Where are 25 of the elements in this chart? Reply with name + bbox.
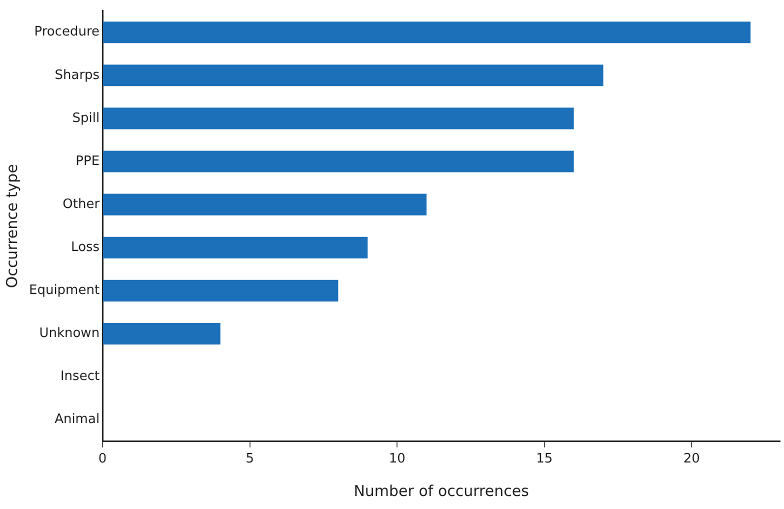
x-tick-label: 10 bbox=[388, 452, 406, 467]
bar bbox=[103, 150, 574, 172]
bar bbox=[103, 236, 368, 258]
y-axis-title: Occurrence type bbox=[2, 164, 21, 288]
x-tick-label: 20 bbox=[683, 452, 700, 467]
y-tick-label: Loss bbox=[71, 240, 100, 256]
bar bbox=[103, 280, 338, 302]
x-tick-label: 15 bbox=[536, 452, 553, 467]
bar bbox=[103, 322, 220, 345]
bar bbox=[103, 194, 427, 216]
x-axis-title: Number of occurrences bbox=[354, 482, 530, 500]
bar bbox=[103, 22, 751, 44]
y-tick-label: Equipment bbox=[28, 283, 100, 298]
y-tick-label: Procedure bbox=[34, 24, 100, 40]
y-tick-label: Unknown bbox=[39, 326, 100, 342]
x-tick-label: 5 bbox=[246, 452, 254, 467]
y-tick-label: Insect bbox=[60, 369, 100, 384]
y-tick-label: PPE bbox=[76, 154, 100, 169]
y-tick-label: Other bbox=[62, 196, 100, 212]
bar bbox=[103, 64, 604, 86]
y-tick-label: Sharps bbox=[54, 68, 100, 83]
y-tick-label: Animal bbox=[54, 412, 100, 428]
x-tick-label: 0 bbox=[98, 452, 107, 467]
y-tick-label: Spill bbox=[72, 110, 100, 126]
bar bbox=[103, 108, 574, 130]
